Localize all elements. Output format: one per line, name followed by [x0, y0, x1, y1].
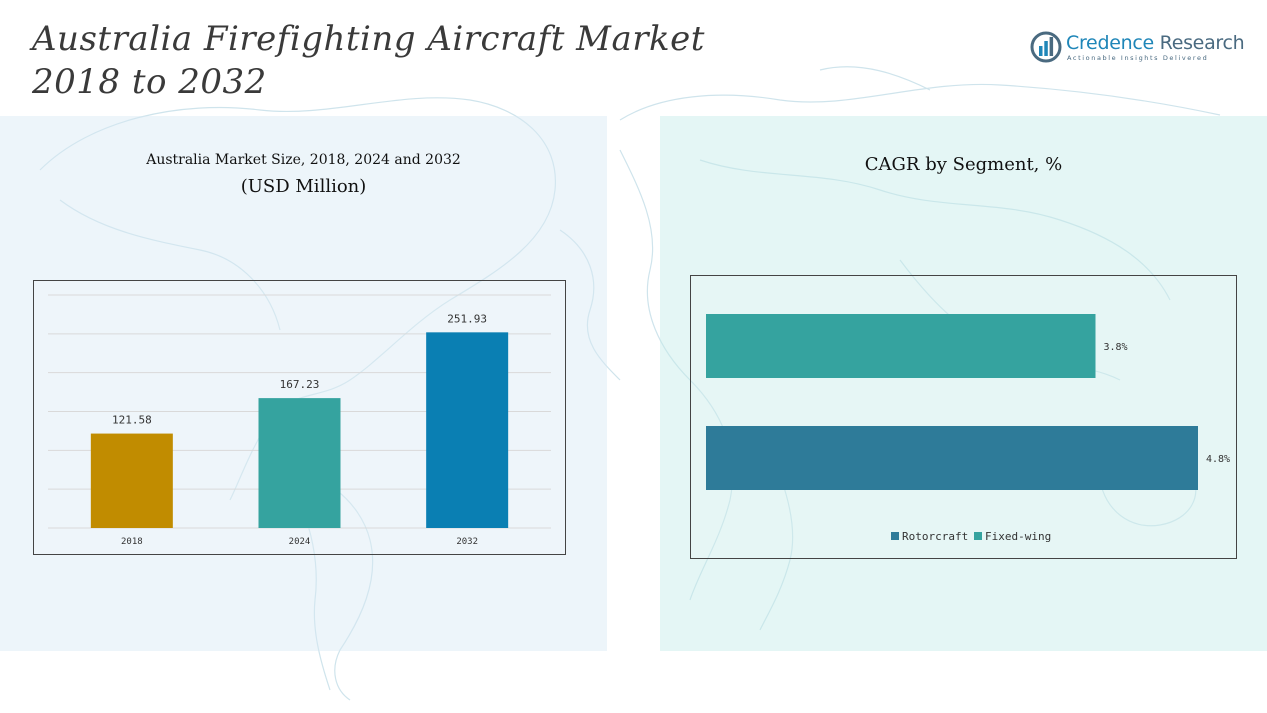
logo-word-research: Research — [1159, 32, 1245, 54]
page-title-line1: Australia Firefighting Aircraft Market — [32, 19, 705, 59]
bar-value-label: 121.58 — [112, 414, 152, 427]
hbar-value-label: 3.8% — [1104, 342, 1128, 353]
hbar-value-label: 4.8% — [1206, 454, 1230, 465]
legend-swatch — [891, 532, 899, 540]
market-size-panel: Australia Market Size, 2018, 2024 and 20… — [0, 116, 607, 651]
cagr-chart-frame: 3.8% 4.8% Rotorcraft Fixed-wing — [690, 275, 1237, 559]
bar-2032 — [426, 332, 509, 528]
bar-value-label: 251.93 — [447, 312, 487, 325]
bar-value-label: 167.23 — [280, 378, 320, 391]
legend-swatch — [974, 532, 982, 540]
cagr-panel: CAGR by Segment, % 3.8% 4.8% Rotorcraft Fi… — [660, 116, 1267, 651]
market-size-bar-chart: 121.58 2018 167.23 2024 251.93 2032 — [48, 294, 551, 547]
market-size-chart-frame: 121.58 2018 167.23 2024 251.93 2032 — [33, 280, 566, 555]
bar-2024 — [258, 398, 341, 528]
logo-wordmark: Credence Research — [1066, 32, 1245, 54]
logo-word-credence: Credence — [1066, 32, 1154, 54]
credence-research-logo: Credence Research Actionable Insights De… — [1030, 30, 1245, 66]
legend-label: Rotorcraft — [902, 530, 968, 543]
bar-chart-logo-icon — [1030, 31, 1062, 63]
cagr-horizontal-bar-chart: 3.8% 4.8% Rotorcraft Fixed-wing — [706, 314, 1230, 543]
page-title-line2: 2018 to 2032 — [32, 62, 267, 102]
page-title: Australia Firefighting Aircraft Market 2… — [32, 18, 705, 104]
bar-2018 — [90, 433, 173, 528]
logo-tagline: Actionable Insights Delivered — [1067, 54, 1209, 62]
market-size-unit: (USD Million) — [240, 176, 367, 197]
x-tick-label: 2032 — [456, 537, 478, 547]
market-size-title: Australia Market Size, 2018, 2024 and 20… — [146, 152, 461, 168]
x-tick-label: 2018 — [121, 537, 143, 547]
legend-label: Fixed-wing — [985, 530, 1051, 543]
hbar-fixed-wing — [706, 314, 1096, 378]
x-tick-label: 2024 — [289, 537, 311, 547]
hbar-rotorcraft — [706, 426, 1198, 490]
cagr-title: CAGR by Segment, % — [864, 154, 1063, 175]
